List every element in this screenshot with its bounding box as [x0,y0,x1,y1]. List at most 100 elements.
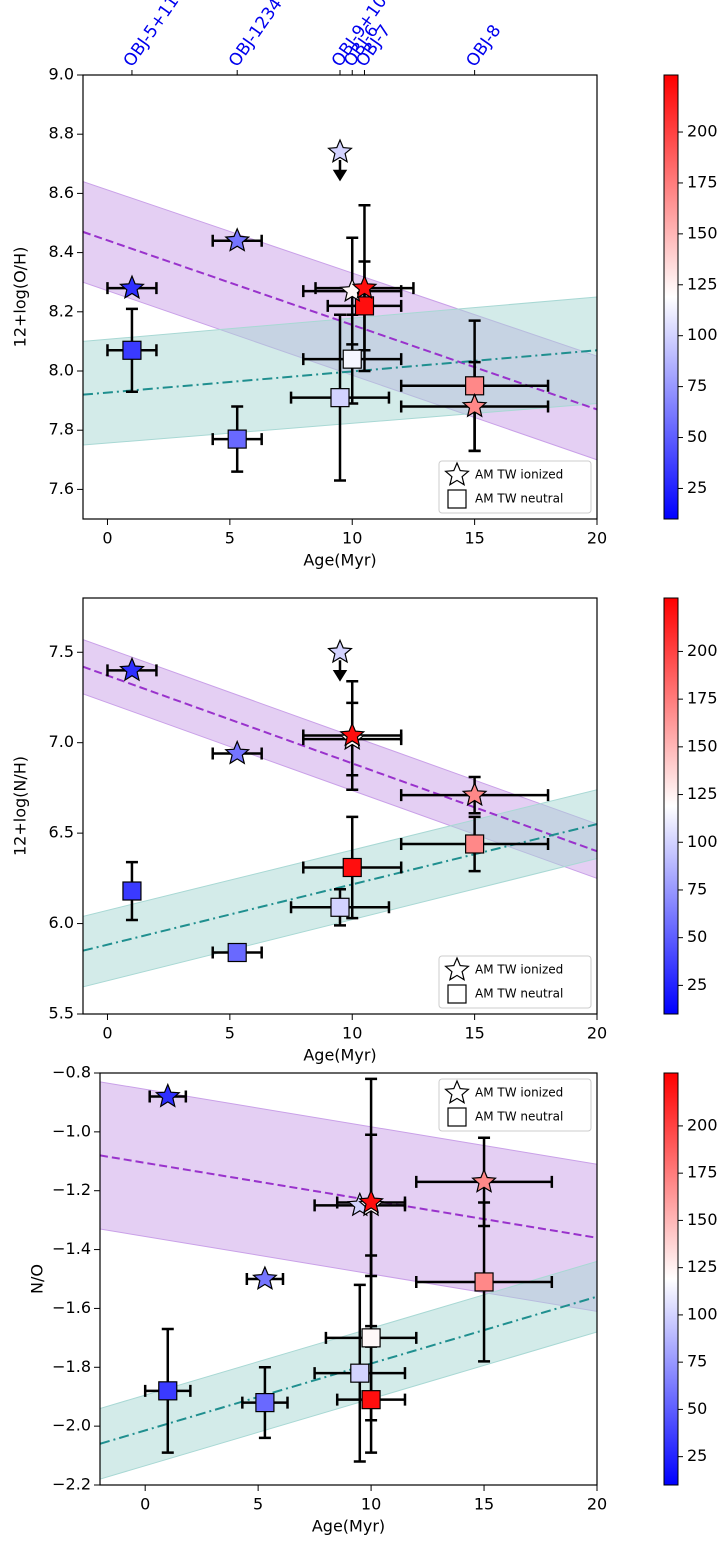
confidence-band [100,1260,597,1480]
y-tick-label: 8.6 [49,183,74,202]
legend-label: AM TW neutral [475,1110,563,1124]
colorbar-tick-label: 25 [687,975,707,994]
legend-box [438,460,592,514]
legend-box [438,955,592,1009]
colorbar [663,74,679,520]
star-marker [119,656,145,682]
star-marker [358,1188,384,1214]
square-marker [465,376,485,396]
upper-limit-arrow [332,660,348,682]
square-marker [447,984,467,1004]
x-tick-label: 15 [474,1495,494,1514]
y-tick-label: 8.4 [49,242,74,261]
top-label: OBJ-8 [462,21,505,70]
y-tick-label: −1.8 [52,1357,91,1376]
colorbar-tick-label: 100 [687,832,718,851]
x-tick-label: 20 [587,1495,607,1514]
y-tick-label: 7.6 [49,479,74,498]
square-marker [158,1381,178,1401]
square-marker [361,1328,381,1348]
legend-label: AM TW ionized [475,1086,563,1100]
fit-line [83,349,597,396]
top-label: OBJ-5+11 [120,0,184,71]
y-tick-label: −1.0 [52,1121,91,1140]
x-tick-label: 5 [225,1024,235,1043]
legend-label: AM TW ionized [475,468,563,482]
x-tick-label: 15 [464,529,484,548]
legend-label: AM TW ionized [475,963,563,977]
x-tick-label: 10 [361,1495,381,1514]
y-tick-label: −1.6 [52,1298,91,1317]
colorbar-tick-label: 150 [687,736,718,755]
square-marker [122,881,142,901]
star-marker [444,956,470,981]
colorbar-tick-label: 25 [687,1446,707,1465]
y-tick-label: 6.5 [49,823,74,842]
colorbar-tick-label: 200 [687,122,718,141]
colorbar-tick-label: 200 [687,641,718,660]
plot-area [100,1081,597,1480]
colorbar-tick-label: 75 [687,376,707,395]
colorbar-tick-label: 75 [687,1352,707,1371]
top-label: OBJ-1234 [225,0,287,71]
star-marker [224,227,251,252]
square-marker [447,1107,467,1127]
x-tick-label: 0 [102,529,112,548]
star-marker [327,138,353,163]
y-tick-label: 8.8 [49,124,74,143]
x-axis-label: Age(Myr) [312,1517,385,1536]
x-tick-label: 5 [225,529,235,548]
y-axis-label: N/O [28,1264,47,1294]
y-tick-label: 5.5 [49,1004,74,1023]
x-tick-label: 20 [587,529,607,548]
y-tick-label: 9.0 [49,65,74,84]
colorbar-tick-label: 75 [687,879,707,898]
y-axis-label: 12+log(O/H) [11,247,30,348]
x-axis-label: Age(Myr) [303,551,376,570]
y-tick-label: −2.2 [52,1475,91,1494]
y-tick-label: 8.0 [49,361,74,380]
square-marker [227,942,247,963]
legend-label: AM TW neutral [475,492,563,506]
square-marker [255,1392,275,1413]
colorbar-tick-label: 150 [687,223,718,242]
x-tick-label: 10 [342,1024,362,1043]
colorbar-tick-label: 175 [687,1163,718,1182]
x-tick-label: 5 [253,1495,263,1514]
y-tick-label: 8.2 [49,301,74,320]
x-axis-label: Age(Myr) [303,1046,376,1065]
colorbar-tick-label: 175 [687,689,718,708]
square-marker [330,388,350,408]
x-tick-label: 15 [464,1024,484,1043]
star-marker [327,638,353,664]
colorbar-tick-label: 200 [687,1115,718,1134]
star-marker [351,274,378,300]
star-marker [252,1265,278,1290]
axes-frame [99,1072,598,1486]
colorbar-tick-label: 125 [687,784,718,803]
square-marker [447,489,467,509]
upper-limit-arrow [332,159,348,182]
colorbar-tick-label: 50 [687,927,707,946]
legend-label: AM TW neutral [475,987,563,1001]
axes-frame [82,597,598,1015]
star-marker [444,461,470,486]
y-tick-label: 7.8 [49,420,74,439]
square-marker [474,1272,494,1292]
square-marker [342,349,362,369]
star-marker [461,781,488,807]
y-tick-label: 7.5 [49,642,74,661]
legend-box [438,1078,592,1132]
y-tick-label: −1.2 [52,1180,91,1199]
star-marker [154,1082,181,1108]
star-marker [119,274,145,300]
colorbar-tick-label: 125 [687,1257,718,1276]
confidence-band [83,639,597,879]
square-marker [465,834,485,854]
y-tick-label: −2.0 [52,1416,91,1435]
square-marker [342,857,362,878]
star-marker [444,1079,470,1104]
x-tick-label: 10 [342,529,362,548]
square-marker [227,429,247,449]
y-tick-label: −0.8 [52,1063,91,1082]
